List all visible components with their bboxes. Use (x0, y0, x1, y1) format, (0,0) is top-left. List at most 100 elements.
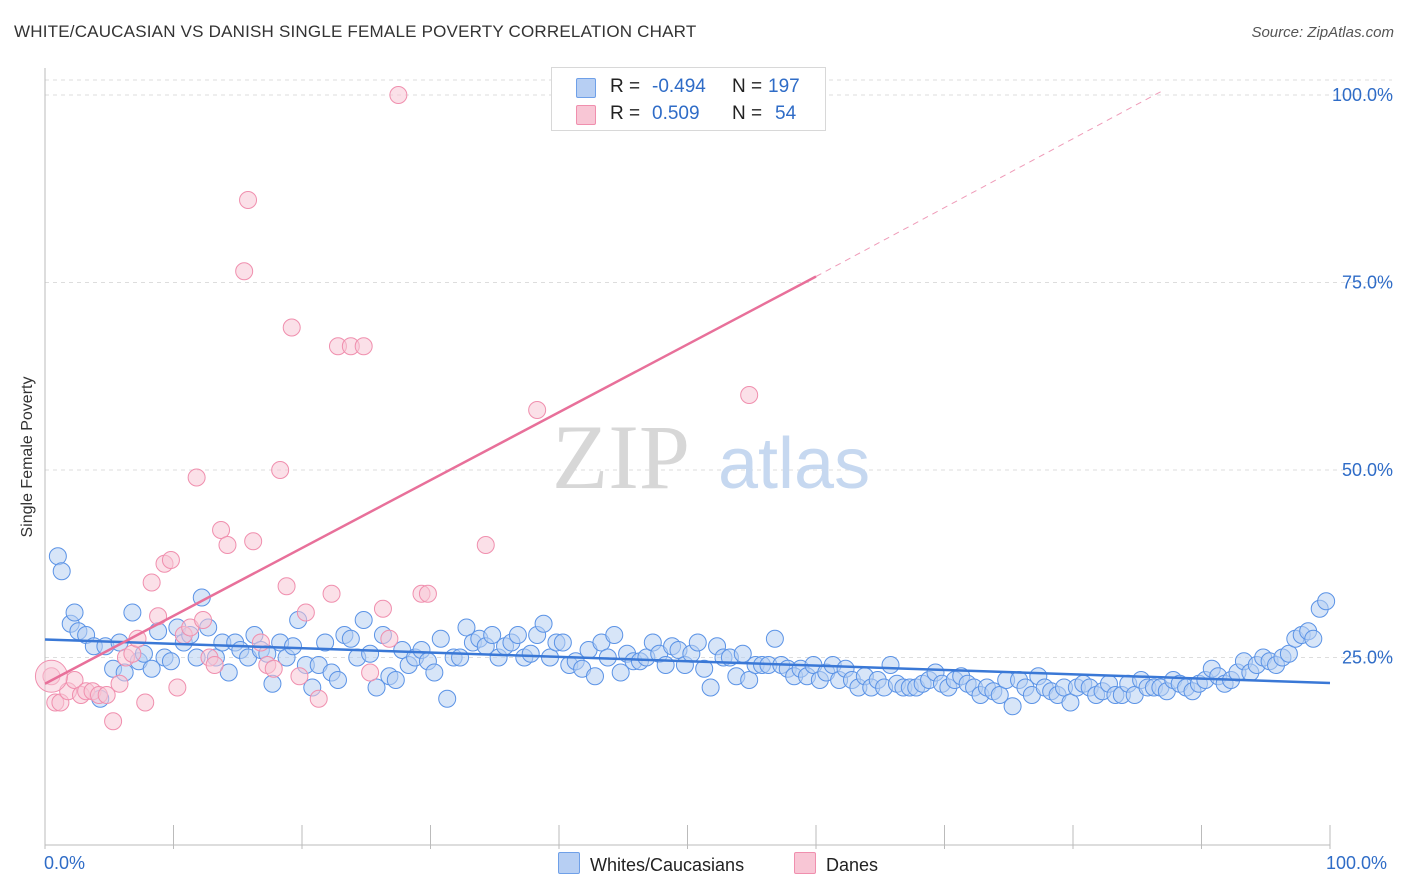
data-point (235, 262, 254, 281)
data-point (282, 318, 301, 337)
data-point (431, 629, 450, 648)
data-point (123, 603, 142, 622)
data-point (380, 629, 399, 648)
data-point (271, 461, 290, 479)
legend-swatch-whites (576, 78, 596, 98)
data-point (990, 686, 1009, 704)
data-point (553, 633, 572, 652)
data-point (1304, 629, 1323, 648)
data-point (239, 191, 258, 209)
trend-layer (44, 90, 1331, 685)
legend-r-label: R = (610, 76, 641, 97)
data-point (309, 689, 328, 708)
data-point (194, 611, 213, 629)
data-point (218, 536, 237, 554)
data-point (534, 614, 553, 633)
data-point (244, 532, 263, 551)
data-point (263, 674, 282, 693)
data-point (142, 659, 161, 678)
data-point (585, 667, 604, 686)
data-point (367, 678, 386, 697)
trend-line-whites (44, 638, 1331, 685)
x-tick-label-max: 100.0% (1326, 853, 1388, 873)
legend-r-label: R = (610, 103, 641, 124)
y-tick-labels: 25.0% 50.0% 75.0% 100.0% (1332, 85, 1393, 668)
data-point (740, 671, 759, 689)
data-point (611, 663, 630, 682)
data-point (386, 671, 405, 689)
data-point (528, 401, 547, 419)
series-layer (34, 86, 1336, 731)
y-tick-label: 50.0% (1342, 460, 1393, 480)
data-point (322, 584, 341, 603)
data-point (476, 536, 495, 554)
data-point (296, 603, 315, 622)
data-point (881, 656, 900, 674)
data-point (97, 686, 116, 704)
bottom-legend-swatch-whites (558, 852, 580, 874)
data-point (65, 603, 84, 622)
watermark: ZIP atlas (552, 406, 870, 508)
data-point (438, 689, 457, 708)
y-tick-label: 25.0% (1342, 648, 1393, 668)
chart-title: WHITE/CAUCASIAN VS DANISH SINGLE FEMALE … (14, 22, 697, 41)
data-point (361, 644, 380, 663)
data-point (341, 629, 360, 648)
data-point (251, 633, 270, 652)
data-point (110, 674, 129, 693)
data-point (373, 599, 392, 618)
data-point (48, 547, 67, 566)
data-point (451, 648, 470, 667)
data-point (290, 667, 309, 686)
legend-n-value-whites: 197 (768, 76, 800, 97)
data-point (52, 562, 71, 581)
data-point (425, 663, 444, 682)
gridlines (45, 79, 1392, 658)
data-point (354, 337, 373, 356)
data-point (695, 659, 714, 678)
data-point (161, 551, 180, 569)
data-point (187, 468, 206, 487)
axes (44, 68, 1331, 849)
data-point (688, 633, 707, 652)
legend: R = -0.494 N = 197 R = 0.509 N = 54 (551, 67, 826, 131)
data-point (212, 521, 231, 539)
data-point (136, 693, 155, 712)
data-point (605, 626, 624, 644)
data-point (104, 712, 123, 731)
legend-n-value-danes: 54 (775, 103, 797, 124)
data-point (361, 663, 380, 682)
data-point (123, 644, 142, 663)
legend-r-value-danes: 0.509 (652, 103, 700, 124)
legend-swatch-danes (576, 105, 596, 125)
data-point (1003, 697, 1022, 716)
data-point (1317, 592, 1336, 611)
data-point (457, 618, 476, 637)
trend-line-danes-extension (815, 90, 1164, 277)
watermark-atlas: atlas (718, 424, 870, 504)
data-point (740, 386, 759, 404)
bottom-legend-whites[interactable]: Whites/Caucasians (558, 852, 744, 876)
data-point-large (34, 659, 68, 693)
data-point (1061, 693, 1080, 712)
data-point (701, 678, 720, 697)
chart-source: Source: ZipAtlas.com (1251, 24, 1394, 41)
data-point (161, 652, 180, 671)
data-point (219, 663, 238, 682)
data-point (418, 584, 437, 603)
legend-row-danes: R = 0.509 N = 54 (552, 101, 825, 127)
data-point (508, 626, 527, 644)
data-point (168, 678, 187, 697)
legend-r-value-whites: -0.494 (652, 76, 706, 97)
bottom-legend-swatch-danes (794, 852, 816, 874)
watermark-zip: ZIP (552, 406, 690, 508)
data-point (354, 611, 373, 629)
bottom-legend-danes[interactable]: Danes (794, 852, 878, 876)
series-danes (42, 86, 759, 731)
x-tick-label-min: 0.0% (44, 853, 86, 873)
y-tick-label: 75.0% (1342, 273, 1393, 293)
bottom-legend-label-danes: Danes (826, 855, 879, 875)
data-point (316, 633, 335, 652)
data-point (765, 629, 784, 648)
